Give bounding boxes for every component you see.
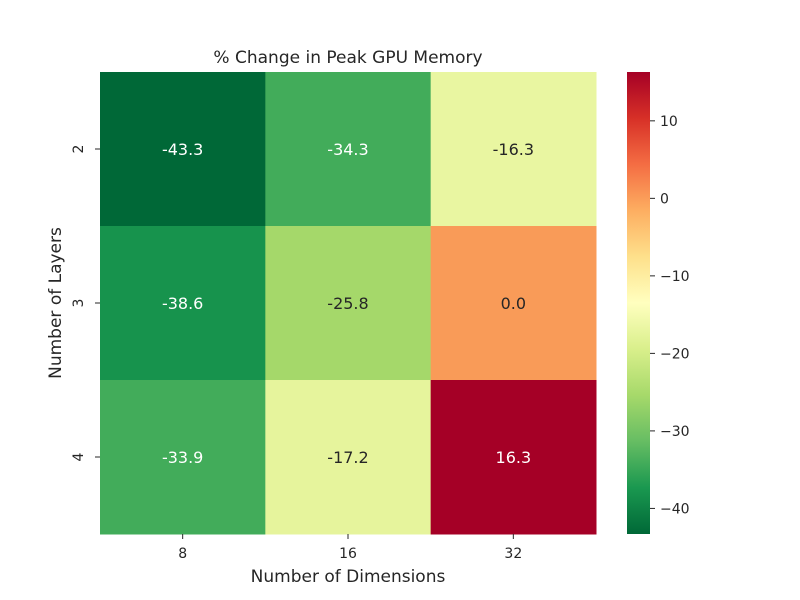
chart-title: % Change in Peak GPU Memory xyxy=(213,48,482,68)
colorbar-tick-label: 0 xyxy=(660,191,669,207)
colorbar-gradient xyxy=(627,72,650,534)
heatmap-cell xyxy=(430,226,597,381)
cell-value-label: -25.8 xyxy=(327,294,368,313)
cell-value-label: 0.0 xyxy=(501,294,526,313)
y-tick-label: 4 xyxy=(71,452,87,461)
heatmap-cell xyxy=(265,72,432,227)
x-axis-ticks: 8 16 32 xyxy=(178,534,522,562)
colorbar-tick-label: −40 xyxy=(660,501,690,517)
y-tick-label: 3 xyxy=(71,299,87,308)
cell-value-label: -34.3 xyxy=(327,140,368,159)
colorbar-tick-label: −30 xyxy=(660,424,690,440)
y-tick-label: 2 xyxy=(71,145,87,154)
colorbar-ticks: 10 0 −10 −20 −30 −40 xyxy=(650,114,690,517)
cell-value-label: -38.6 xyxy=(162,294,203,313)
cell-value-label: 16.3 xyxy=(496,448,532,467)
x-tick-label: 32 xyxy=(504,546,522,562)
heatmap-cell xyxy=(430,72,597,227)
x-tick-label: 16 xyxy=(339,546,357,562)
cell-value-label: -17.2 xyxy=(327,448,368,467)
cell-annotations: -43.3 -34.3 -16.3 -38.6 -25.8 0.0 -33.9 -17.2 16… xyxy=(162,140,534,467)
colorbar: 10 0 −10 −20 −30 −40 xyxy=(627,72,690,534)
heatmap-cell xyxy=(100,380,266,535)
heatmap-cells xyxy=(100,72,597,535)
cell-value-label: -16.3 xyxy=(493,140,534,159)
x-axis-label: Number of Dimensions xyxy=(251,567,446,587)
cell-value-label: -43.3 xyxy=(162,140,203,159)
y-axis-label: Number of Layers xyxy=(46,227,66,379)
heatmap-cell xyxy=(100,226,266,381)
colorbar-tick-label: 10 xyxy=(660,114,678,130)
colorbar-tick-label: −20 xyxy=(660,346,690,362)
y-axis-ticks: 2 3 4 xyxy=(71,145,100,461)
x-tick-label: 8 xyxy=(178,546,187,562)
colorbar-tick-label: −10 xyxy=(660,269,690,285)
heatmap-cell xyxy=(430,380,597,535)
cell-value-label: -33.9 xyxy=(162,448,203,467)
heatmap-cell xyxy=(265,226,432,381)
heatmap-cell xyxy=(100,72,266,227)
heatmap-cell xyxy=(265,380,432,535)
